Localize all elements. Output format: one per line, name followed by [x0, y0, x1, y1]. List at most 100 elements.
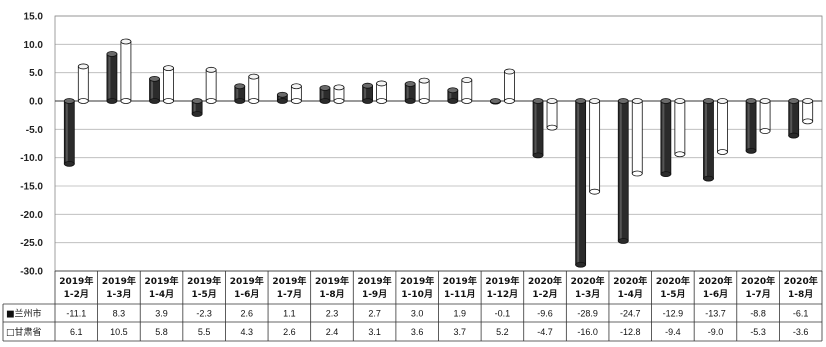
bar-兰州市: [405, 82, 415, 104]
data-label: -13.7: [705, 309, 726, 319]
category-label: 2019年: [358, 275, 392, 287]
category-label: 1-10月: [401, 289, 433, 300]
bar-甘肃省: [249, 74, 259, 103]
bar-兰州市: [490, 99, 500, 105]
bar-兰州市: [107, 51, 117, 103]
data-label: 3.1: [368, 327, 381, 337]
data-label: -11.1: [66, 309, 86, 319]
category-label: 1-6月: [234, 289, 259, 300]
category-label: 1-9月: [362, 289, 387, 300]
bar-甘肃省: [334, 85, 344, 104]
category-label: 2019年: [485, 275, 519, 287]
bar-兰州市: [533, 99, 543, 158]
category-label: 2020年: [571, 275, 605, 287]
bar-甘肃省: [760, 99, 770, 134]
category-label: 2019年: [59, 275, 93, 287]
y-tick-label: 0.0: [29, 97, 43, 108]
data-label: -2.3: [196, 309, 212, 319]
axes: 15.0 10.0 5.0 0.0 -5.0 -10.0 -15.0 -20.0 -25.0 -3…: [20, 12, 822, 278]
data-label: -12.9: [663, 309, 684, 319]
bar-兰州市: [576, 99, 586, 268]
data-label: 8.3: [113, 309, 126, 319]
category-label: 2019年: [230, 275, 264, 287]
bar-兰州市: [235, 84, 245, 104]
bar-甘肃省: [632, 99, 642, 177]
category-label: 2019年: [102, 275, 136, 287]
data-label: -0.1: [495, 309, 511, 319]
data-label: 4.3: [240, 327, 253, 337]
legend-entry: □甘肃省: [6, 326, 42, 338]
bar-甘肃省: [121, 39, 131, 104]
category-label: 1-5月: [192, 289, 217, 300]
category-label: 1-2月: [532, 289, 557, 300]
data-label: 3.7: [454, 327, 467, 337]
category-label: 2020年: [613, 275, 647, 287]
bar-兰州市: [363, 83, 373, 103]
category-label: 1-7月: [277, 289, 302, 300]
data-label: 2.3: [326, 309, 339, 319]
category-label: 1-3月: [575, 289, 600, 300]
bar-甘肃省: [78, 64, 88, 104]
bar-甘肃省: [206, 67, 216, 103]
category-label: 2019年: [272, 275, 306, 287]
category-label: 1-8月: [319, 289, 344, 300]
bar-兰州市: [789, 99, 799, 139]
data-label: 5.5: [198, 327, 211, 337]
bar-甘肃省: [504, 69, 514, 103]
data-label: -4.7: [537, 327, 553, 337]
data-label: 2.7: [368, 309, 381, 319]
data-label: -16.0: [577, 327, 598, 337]
data-label: -9.6: [537, 309, 553, 319]
data-label: -8.8: [750, 309, 766, 319]
y-tick-label: 15.0: [24, 12, 44, 23]
data-label: 2.4: [326, 327, 339, 337]
category-label: 1-4月: [149, 289, 174, 300]
category-label: 2019年: [187, 275, 221, 287]
category-label: 1-5月: [660, 289, 685, 300]
bar-兰州市: [277, 92, 287, 103]
category-label: 2019年: [443, 275, 477, 287]
y-tick-label: -25.0: [20, 238, 43, 249]
bar-兰州市: [661, 99, 671, 177]
data-label: 3.6: [411, 327, 424, 337]
bar-甘肃省: [291, 84, 301, 104]
bar-甘肃省: [675, 99, 685, 157]
data-label: 1.1: [283, 309, 296, 319]
bar-甘肃省: [547, 99, 557, 131]
data-label: -24.7: [620, 309, 641, 319]
category-label: 1-8月: [788, 289, 813, 300]
bar-甘肃省: [377, 81, 387, 104]
y-tick-label: -30.0: [20, 267, 43, 278]
y-tick-label: 5.0: [29, 68, 43, 79]
category-label: 1-2月: [64, 289, 89, 300]
bar-甘肃省: [717, 99, 727, 155]
data-label: 3.0: [411, 309, 424, 319]
data-label: -5.3: [750, 327, 766, 337]
category-label: 2020年: [656, 275, 690, 287]
data-label: -9.0: [708, 327, 724, 337]
bar-兰州市: [746, 99, 756, 154]
legend-entry: ■兰州市: [6, 308, 42, 320]
data-label: 3.9: [155, 309, 168, 319]
bars: [64, 39, 812, 267]
data-label: -6.1: [793, 309, 809, 319]
data-label: -28.9: [577, 309, 598, 319]
category-label: 1-4月: [618, 289, 643, 300]
bar-甘肃省: [803, 99, 813, 124]
data-label: 5.2: [496, 327, 509, 337]
category-label: 1-6月: [703, 289, 728, 300]
category-label: 2019年: [400, 275, 434, 287]
bar-甘肃省: [462, 78, 472, 104]
data-label: 5.8: [155, 327, 168, 337]
bar-甘肃省: [419, 78, 429, 103]
category-label: 2020年: [528, 275, 562, 287]
data-label: -9.4: [665, 327, 681, 337]
bar-兰州市: [64, 99, 74, 167]
category-label: 1-7月: [745, 289, 770, 300]
category-label: 2020年: [784, 275, 818, 287]
category-label: 1-12月: [487, 289, 519, 300]
y-tick-label: -5.0: [26, 125, 44, 136]
bar-兰州市: [150, 76, 160, 103]
data-label: 1.9: [454, 309, 467, 319]
